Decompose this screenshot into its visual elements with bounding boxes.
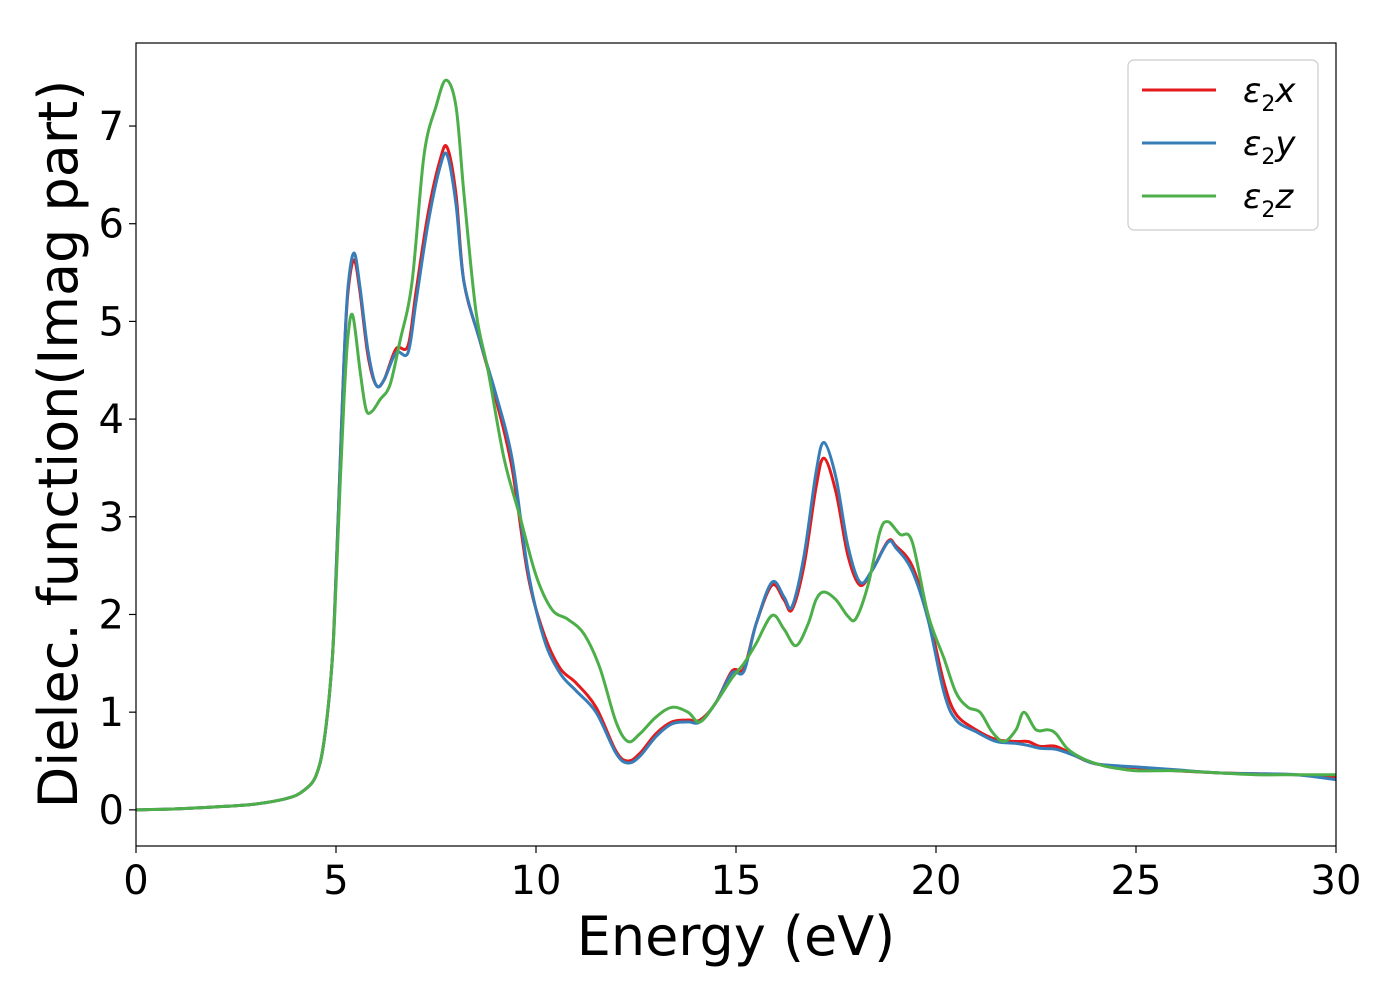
- x-tick-label: 10: [511, 858, 562, 904]
- x-axis-ticks: 0 5 10 15 20 25 30: [123, 846, 1361, 904]
- series-line-x: [135, 144, 1337, 812]
- x-tick-label: 30: [1311, 858, 1362, 904]
- y-tick-label: 3: [99, 495, 124, 541]
- y-tick-label: 6: [99, 202, 124, 248]
- y-tick-label: 1: [99, 690, 124, 736]
- x-axis-label: Energy (eV): [577, 905, 896, 968]
- y-axis-ticks: 0 1 2 3 4 5 6 7: [99, 104, 136, 834]
- legend-label-x: ε2x: [1243, 71, 1296, 117]
- y-axis-label: Dielec. function(Imag part): [27, 80, 90, 809]
- x-tick-label: 5: [323, 858, 348, 904]
- legend-label-y: ε2y: [1243, 124, 1296, 170]
- y-tick-label: 4: [99, 397, 124, 443]
- plot-lines: [135, 78, 1337, 812]
- series-line-y: [135, 151, 1337, 812]
- y-tick-label: 0: [99, 788, 124, 834]
- y-tick-label: 2: [99, 592, 124, 638]
- y-tick-label: 7: [99, 104, 124, 150]
- legend: ε2x ε2y ε2z: [1127, 59, 1319, 231]
- series-line-z: [135, 78, 1336, 812]
- y-tick-label: 5: [99, 299, 124, 345]
- x-tick-label: 0: [123, 858, 148, 904]
- legend-label-z: ε2z: [1243, 177, 1294, 223]
- x-tick-label: 20: [911, 858, 962, 904]
- x-tick-label: 25: [1111, 858, 1162, 904]
- legend-box: [1127, 59, 1319, 231]
- x-tick-label: 15: [711, 858, 762, 904]
